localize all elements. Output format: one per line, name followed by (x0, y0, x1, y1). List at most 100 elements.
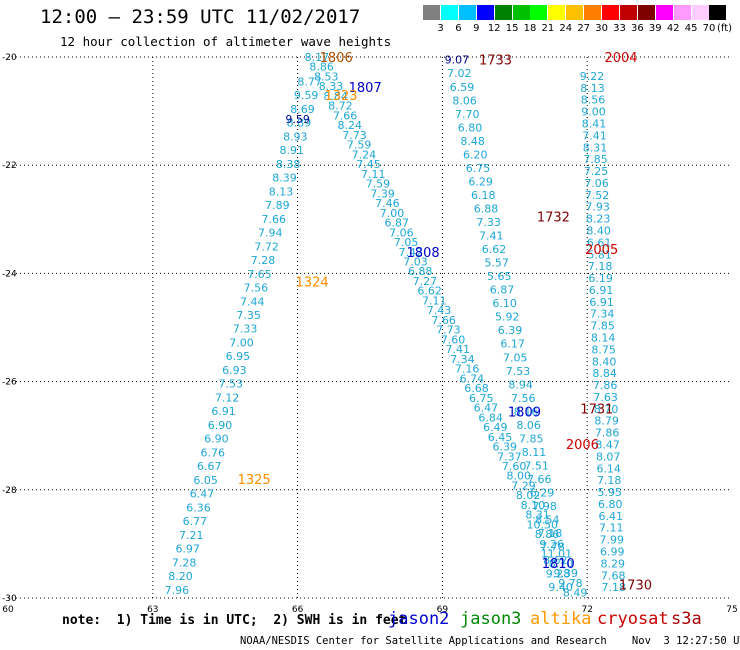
wave-height-value: 8.75 (591, 343, 616, 356)
wave-height-value: 5.65 (487, 270, 512, 283)
wave-height-value: 6.29 (468, 175, 493, 188)
wave-height-value: 9.00 (581, 106, 606, 119)
wave-height-value: 7.45 (356, 158, 381, 171)
color-scale-unit: (ft) (717, 23, 733, 34)
wave-height-value: 5.57 (484, 257, 509, 270)
wave-height-value: 8.24 (338, 119, 363, 132)
wave-height-value: 6.05 (193, 474, 218, 487)
wave-height-value: 7.37 (497, 450, 522, 463)
wave-height-value: 7.99 (599, 534, 624, 547)
chart-title: 12:00 – 23:59 UTC 11/02/2017 (40, 6, 361, 28)
pass-time-label: 1806 (320, 51, 353, 66)
wave-height-value: 7.86 (593, 379, 618, 392)
wave-height-value: 11.01 (541, 548, 573, 561)
wave-height-value: 8.06 (452, 94, 477, 107)
wave-height-value: 7.60 (441, 333, 466, 346)
wave-height-value: 7.05 (503, 351, 528, 364)
wave-height-value: 6.62 (417, 285, 442, 298)
wave-height-value: 8.41 (582, 117, 607, 130)
color-swatch (655, 5, 673, 20)
wave-height-value: 8.02 (516, 489, 541, 502)
x-tick-label: 72 (581, 605, 592, 615)
x-tick-label: 66 (292, 605, 304, 615)
wave-height-value: 8.77 (297, 75, 322, 88)
wave-height-value: 6.62 (482, 243, 507, 256)
wave-height-value: 6.99 (600, 546, 625, 559)
wave-height-value: 7.33 (233, 323, 258, 336)
wave-height-value: 7.42 (399, 246, 424, 259)
wave-height-value: 7.24 (352, 148, 377, 161)
wave-height-value: 7.68 (601, 569, 626, 582)
wave-height-value: 7.21 (179, 529, 204, 542)
wave-height-value: 6.49 (483, 421, 508, 434)
color-scale-label: 30 (595, 23, 608, 34)
wave-height-value: 8.13 (269, 185, 294, 198)
footer-credit: NOAA/NESDIS Center for Satellite Applica… (240, 635, 740, 647)
wave-height-value: 8.20 (168, 570, 193, 583)
wave-height-value: 7.03 (403, 255, 428, 268)
wave-height-value: 7.52 (585, 189, 610, 202)
wave-height-value: 7.11 (422, 294, 447, 307)
wave-height-value: 7.33 (476, 216, 501, 229)
wave-height-value: 7.73 (342, 129, 367, 142)
wave-height-value: 9.28 (546, 568, 571, 581)
wave-height-value: 8.56 (581, 94, 606, 107)
pass-time-label: 1731 (580, 403, 613, 418)
wave-height-value: 8.54 (535, 514, 560, 527)
wave-height-value: 8.53 (314, 70, 339, 83)
wave-height-value: 7.53 (506, 365, 531, 378)
wave-height-value: 7.35 (236, 309, 261, 322)
wave-height-value: 8.47 (595, 439, 620, 452)
wave-height-value: 7.73 (436, 324, 461, 337)
wave-height-value: 8.14 (591, 332, 616, 345)
y-tick-label: -20 (2, 53, 17, 63)
wave-height-value: 7.85 (583, 153, 608, 166)
wave-height-value: 8.93 (283, 130, 308, 143)
color-swatch (423, 5, 440, 20)
wave-height-value: 8.70 (594, 403, 619, 416)
wave-height-value: 7.56 (511, 392, 536, 405)
wave-height-value: 6.14 (596, 462, 621, 475)
wave-height-value: 7.53 (218, 378, 243, 391)
wave-height-value: 8.49 (563, 587, 588, 600)
wave-height-value: 7.59 (347, 139, 372, 152)
wave-height-value: 7.12 (215, 391, 240, 404)
wave-height-value: 9.59 (285, 113, 310, 126)
wave-height-value: 9.59 (294, 89, 319, 102)
wave-height-value: 7.66 (431, 314, 456, 327)
wave-height-value: 7.39 (370, 187, 395, 200)
wave-height-value: 6.68 (464, 382, 489, 395)
wave-height-value: 6.90 (208, 419, 233, 432)
color-swatch (440, 5, 458, 20)
wave-height-value: 7.72 (254, 240, 279, 253)
pass-time-label: 2005 (585, 243, 618, 258)
wave-height-value: 7.63 (593, 391, 618, 404)
wave-height-value: 6.47 (474, 402, 499, 415)
wave-height-value: 5.92 (495, 311, 520, 324)
wave-height-value: 9.78 (558, 577, 583, 590)
color-scale-label: 42 (666, 23, 680, 34)
x-tick-label: 69 (437, 605, 449, 615)
wave-height-value: 7.06 (389, 226, 414, 239)
wave-height-value: 6.45 (488, 431, 513, 444)
color-swatch (602, 5, 619, 20)
x-tick-label: 63 (147, 605, 158, 615)
wave-height-value: 7.46 (375, 197, 400, 210)
wave-height-value: 7.41 (582, 129, 607, 142)
wave-height-value: 7.02 (447, 67, 472, 80)
pass-time-label: 1807 (349, 81, 382, 96)
color-scale-label: 9 (473, 23, 480, 34)
wave-height-value: 8.17 (305, 51, 330, 64)
wave-height-value: 8.40 (592, 355, 617, 368)
wave-height-value: 8.10 (521, 499, 546, 512)
color-swatch (566, 5, 584, 20)
wave-height-value: 7.18 (601, 581, 626, 594)
wave-height-value: 6.76 (201, 446, 226, 459)
color-scale-label: 3 (437, 23, 444, 34)
color-swatch (673, 5, 691, 20)
wave-height-value: 6.77 (183, 515, 208, 528)
pass-time-label: 1324 (296, 276, 329, 291)
color-scale-label: 15 (505, 23, 519, 34)
legend-cryosat: cryosat (597, 609, 669, 629)
